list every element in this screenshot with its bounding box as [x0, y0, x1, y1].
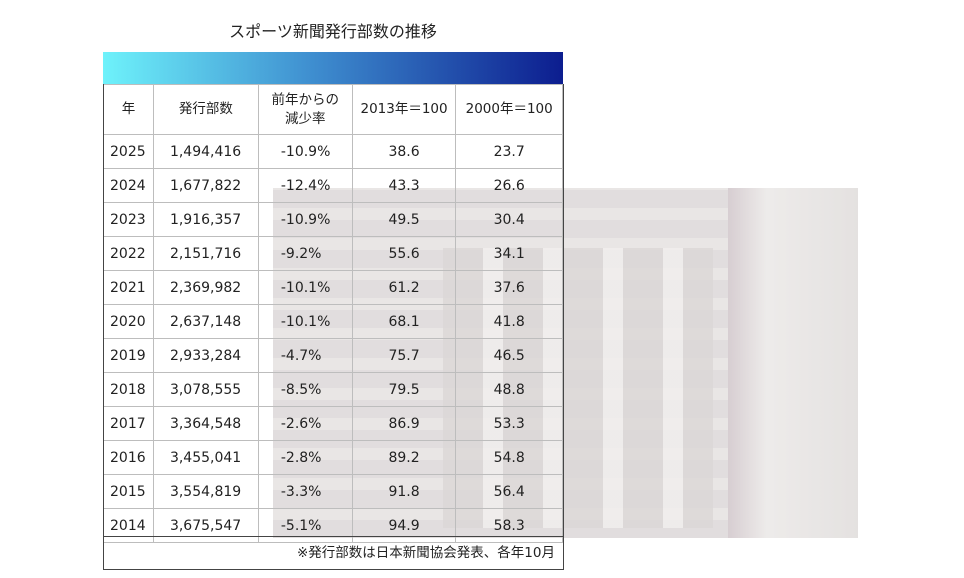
cell-index-2000: 53.3 [455, 406, 563, 441]
cell-index-2013: 79.5 [351, 372, 457, 407]
cell-decline-rate: -5.1% [257, 508, 353, 543]
cell-circulation: 1,494,416 [152, 134, 259, 169]
cell-circulation: 2,369,982 [152, 270, 259, 305]
table-row: 2022 2,151,716 -9.2% 55.6 34.1 [103, 236, 563, 271]
cell-index-2013: 89.2 [351, 440, 457, 475]
door [728, 188, 858, 538]
cell-index-2013: 38.6 [351, 134, 457, 169]
cell-year: 2023 [103, 202, 154, 237]
header-year: 年 [103, 84, 154, 135]
cell-index-2000: 48.8 [455, 372, 563, 407]
cell-circulation: 2,637,148 [152, 304, 259, 339]
cell-year: 2017 [103, 406, 154, 441]
cell-index-2013: 91.8 [351, 474, 457, 509]
cell-circulation: 3,675,547 [152, 508, 259, 543]
table-header-row: 年 発行部数 前年からの減少率 2013年＝100 2000年＝100 [103, 84, 563, 135]
cell-decline-rate: -2.6% [257, 406, 353, 441]
cell-decline-rate: -10.9% [257, 134, 353, 169]
table-row: 2025 1,494,416 -10.9% 38.6 23.7 [103, 134, 563, 169]
page-title: スポーツ新聞発行部数の推移 [229, 22, 437, 41]
cell-circulation: 2,151,716 [152, 236, 259, 271]
cell-index-2013: 61.2 [351, 270, 457, 305]
table-row: 2020 2,637,148 -10.1% 68.1 41.8 [103, 304, 563, 339]
cell-index-2000: 34.1 [455, 236, 563, 271]
cell-index-2000: 58.3 [455, 508, 563, 543]
cell-year: 2024 [103, 168, 154, 203]
cell-index-2000: 37.6 [455, 270, 563, 305]
cell-decline-rate: -4.7% [257, 338, 353, 373]
cell-index-2013: 49.5 [351, 202, 457, 237]
cell-circulation: 3,078,555 [152, 372, 259, 407]
cell-index-2000: 41.8 [455, 304, 563, 339]
cell-circulation: 3,364,548 [152, 406, 259, 441]
cell-circulation: 3,455,041 [152, 440, 259, 475]
header-decline-rate: 前年からの 減少率 [257, 84, 353, 135]
cell-decline-rate: -2.8% [257, 440, 353, 475]
header-index-2013: 2013年＝100 [351, 84, 457, 135]
cell-year: 2015 [103, 474, 154, 509]
cell-index-2013: 43.3 [351, 168, 457, 203]
table-row: 2019 2,933,284 -4.7% 75.7 46.5 [103, 338, 563, 373]
cell-index-2000: 56.4 [455, 474, 563, 509]
table-row: 2015 3,554,819 -3.3% 91.8 56.4 [103, 474, 563, 509]
cell-year: 2022 [103, 236, 154, 271]
table-row: 2023 1,916,357 -10.9% 49.5 30.4 [103, 202, 563, 237]
cell-decline-rate: -10.1% [257, 304, 353, 339]
header-index-2000: 2000年＝100 [455, 84, 563, 135]
cell-year: 2016 [103, 440, 154, 475]
table-row: 2024 1,677,822 -12.4% 43.3 26.6 [103, 168, 563, 203]
cell-decline-rate: -8.5% [257, 372, 353, 407]
circulation-table: 年 発行部数 前年からの減少率 2013年＝100 2000年＝100 2025… [103, 84, 563, 543]
cell-index-2000: 26.6 [455, 168, 563, 203]
cell-index-2000: 54.8 [455, 440, 563, 475]
cell-circulation: 1,677,822 [152, 168, 259, 203]
cell-index-2013: 75.7 [351, 338, 457, 373]
cell-decline-rate: -9.2% [257, 236, 353, 271]
cell-year: 2021 [103, 270, 154, 305]
cell-year: 2020 [103, 304, 154, 339]
cell-index-2013: 68.1 [351, 304, 457, 339]
cell-decline-rate: -12.4% [257, 168, 353, 203]
table-row: 2017 3,364,548 -2.6% 86.9 53.3 [103, 406, 563, 441]
cell-index-2000: 30.4 [455, 202, 563, 237]
cell-decline-rate: -10.1% [257, 270, 353, 305]
cell-year: 2025 [103, 134, 154, 169]
cell-index-2013: 86.9 [351, 406, 457, 441]
cell-year: 2019 [103, 338, 154, 373]
source-note: ※発行部数は日本新聞協会発表、各年10月 [103, 536, 563, 570]
cell-year: 2018 [103, 372, 154, 407]
table-row: 2014 3,675,547 -5.1% 94.9 58.3 [103, 508, 563, 543]
header-rate-line1: 前年からの [271, 91, 340, 108]
table-row: 2018 3,078,555 -8.5% 79.5 48.8 [103, 372, 563, 407]
cell-circulation: 2,933,284 [152, 338, 259, 373]
cell-index-2000: 23.7 [455, 134, 563, 169]
cell-circulation: 1,916,357 [152, 202, 259, 237]
table-row: 2021 2,369,982 -10.1% 61.2 37.6 [103, 270, 563, 305]
table-row: 2016 3,455,041 -2.8% 89.2 54.8 [103, 440, 563, 475]
header-rate-line2: 減少率 [285, 110, 326, 127]
gradient-header-band [103, 52, 563, 84]
cell-circulation: 3,554,819 [152, 474, 259, 509]
header-circulation: 発行部数 [152, 84, 259, 135]
cell-index-2013: 55.6 [351, 236, 457, 271]
cell-index-2000: 46.5 [455, 338, 563, 373]
cell-decline-rate: -10.9% [257, 202, 353, 237]
cell-decline-rate: -3.3% [257, 474, 353, 509]
